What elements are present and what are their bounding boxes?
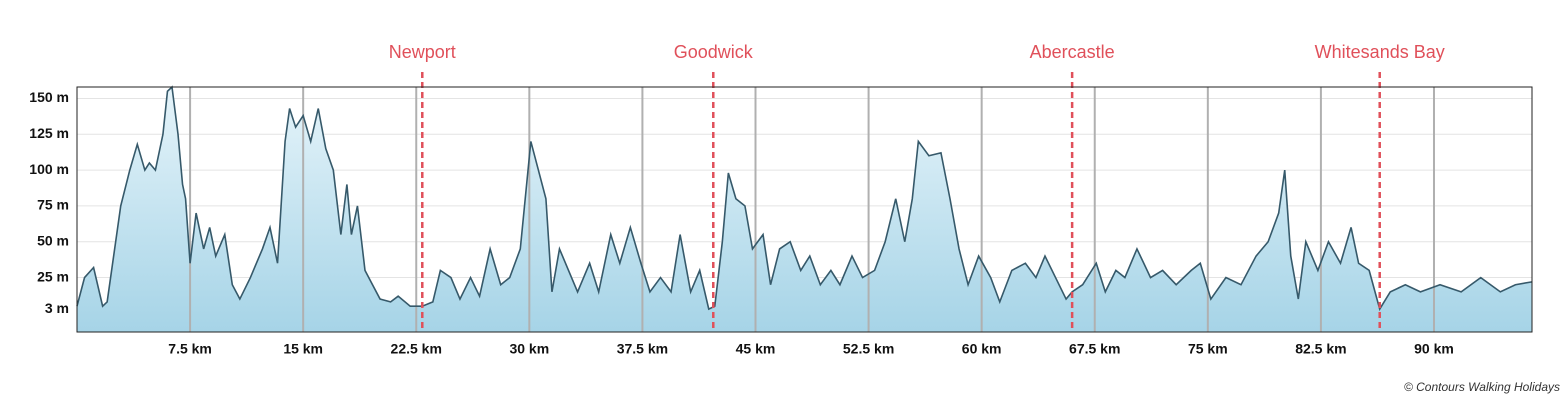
plot-frame <box>76 86 1533 333</box>
y-tick-label: 3 m <box>45 300 69 316</box>
x-tick-label: 82.5 km <box>1295 341 1346 357</box>
y-tick-label: 125 m <box>29 125 69 141</box>
x-tick-label: 30 km <box>509 341 549 357</box>
place-label: Newport <box>389 42 456 62</box>
y-tick-label: 25 m <box>37 268 69 284</box>
y-tick-label: 100 m <box>29 161 69 177</box>
place-label: Whitesands Bay <box>1315 42 1445 62</box>
x-tick-label: 67.5 km <box>1069 341 1120 357</box>
y-tick-label: 50 m <box>37 232 69 248</box>
x-tick-label: 15 km <box>283 341 323 357</box>
x-tick-label: 37.5 km <box>617 341 668 357</box>
x-tick-label: 45 km <box>736 341 776 357</box>
x-tick-label: 75 km <box>1188 341 1228 357</box>
y-tick-label: 75 m <box>37 197 69 213</box>
x-tick-label: 90 km <box>1414 341 1454 357</box>
x-tick-label: 22.5 km <box>391 341 442 357</box>
x-tick-label: 52.5 km <box>843 341 894 357</box>
x-tick-label: 7.5 km <box>168 341 212 357</box>
x-tick-label: 60 km <box>962 341 1002 357</box>
place-label: Goodwick <box>674 42 754 62</box>
y-tick-label: 150 m <box>29 89 69 105</box>
elevation-line <box>76 85 1533 312</box>
place-label: Abercastle <box>1030 42 1115 62</box>
credit: © Contours Walking Holidays <box>1404 380 1560 394</box>
